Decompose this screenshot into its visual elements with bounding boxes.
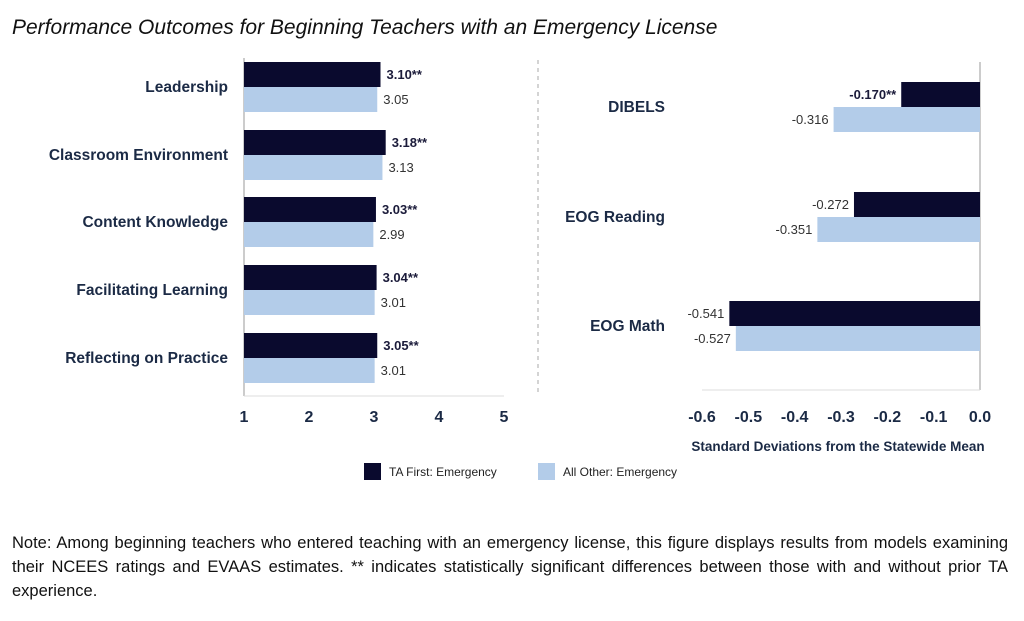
right-data-label-ta-first-dibels: -0.170** <box>849 87 897 102</box>
legend-label-all-other: All Other: Emergency <box>563 464 678 479</box>
left-bar-ta-first-reflecting-on-practice <box>244 333 378 358</box>
left-bar-all-other-leadership <box>244 87 378 112</box>
left-data-label-all-other-classroom-environment: 3.13 <box>388 160 413 175</box>
right-data-label-all-other-dibels: -0.316 <box>792 112 829 127</box>
legend-item-ta-first: TA First: Emergency <box>364 463 497 480</box>
right-bar-all-other-dibels <box>833 107 980 132</box>
legend-label-ta-first: TA First: Emergency <box>389 464 497 479</box>
left-category-label-facilitating-learning: Facilitating Learning <box>76 282 228 299</box>
left-data-label-ta-first-content-knowledge: 3.03** <box>382 202 418 217</box>
right-x-tick-label: -0.4 <box>781 409 809 426</box>
left-bar-ta-first-facilitating-learning <box>244 265 377 290</box>
left-bar-all-other-classroom-environment <box>244 155 383 180</box>
left-bar-ta-first-content-knowledge <box>244 197 376 222</box>
right-bar-all-other-eog-math <box>735 326 980 351</box>
left-x-tick-label: 2 <box>305 409 314 426</box>
left-bar-ta-first-classroom-environment <box>244 130 386 155</box>
legend-item-all-other: All Other: Emergency <box>538 463 677 480</box>
chart-canvas: Leadership 3.10** 3.05 Classroom Environmen… <box>49 58 991 454</box>
left-data-label-ta-first-facilitating-learning: 3.04** <box>383 270 419 285</box>
left-data-label-all-other-content-knowledge: 2.99 <box>379 227 404 242</box>
left-x-tick-label: 4 <box>435 409 444 426</box>
right-data-label-all-other-eog-reading: -0.351 <box>775 222 812 237</box>
left-data-label-ta-first-leadership: 3.10** <box>387 67 423 82</box>
right-bar-ta-first-dibels <box>901 82 980 107</box>
left-bar-all-other-reflecting-on-practice <box>244 358 375 383</box>
left-x-tick-label: 1 <box>240 409 249 426</box>
footnote: Note: Among beginning teachers who enter… <box>12 534 1008 600</box>
right-x-tick-label: -0.6 <box>688 409 716 426</box>
left-category-label-leadership: Leadership <box>145 79 228 96</box>
left-bar-all-other-content-knowledge <box>244 222 374 247</box>
right-x-tick-label: -0.2 <box>874 409 902 426</box>
left-category-label-content-knowledge: Content Knowledge <box>82 214 228 231</box>
left-x-tick-label: 3 <box>370 409 379 426</box>
legend-swatch-all-other <box>538 463 555 480</box>
left-bar-all-other-facilitating-learning <box>244 290 375 315</box>
right-category-label-eog-math: EOG Math <box>590 318 665 335</box>
legend-swatch-ta-first <box>364 463 381 480</box>
left-category-label-reflecting-on-practice: Reflecting on Practice <box>65 350 228 367</box>
right-category-label-dibels: DIBELS <box>608 99 665 116</box>
right-data-label-ta-first-eog-reading: -0.272 <box>812 197 849 212</box>
right-x-axis-title: Standard Deviations from the Statewide M… <box>691 439 984 454</box>
right-x-tick-label: 0.0 <box>969 409 991 426</box>
chart-title: Performance Outcomes for Beginning Teach… <box>12 16 718 39</box>
left-data-label-ta-first-reflecting-on-practice: 3.05** <box>383 338 419 353</box>
right-x-tick-label: -0.5 <box>735 409 763 426</box>
right-bar-ta-first-eog-reading <box>853 192 980 217</box>
left-data-label-all-other-reflecting-on-practice: 3.01 <box>381 363 406 378</box>
right-bar-ta-first-eog-math <box>729 301 980 326</box>
left-x-tick-label: 5 <box>500 409 509 426</box>
left-bar-ta-first-leadership <box>244 62 381 87</box>
right-category-label-eog-reading: EOG Reading <box>565 209 665 226</box>
right-x-tick-label: -0.3 <box>827 409 855 426</box>
right-bar-all-other-eog-reading <box>817 217 980 242</box>
left-data-label-all-other-leadership: 3.05 <box>383 92 408 107</box>
left-data-label-ta-first-classroom-environment: 3.18** <box>392 135 428 150</box>
right-x-tick-label: -0.1 <box>920 409 948 426</box>
right-data-label-all-other-eog-math: -0.527 <box>694 331 731 346</box>
left-data-label-all-other-facilitating-learning: 3.01 <box>381 295 406 310</box>
left-category-label-classroom-environment: Classroom Environment <box>49 147 228 164</box>
right-data-label-ta-first-eog-math: -0.541 <box>687 306 724 321</box>
